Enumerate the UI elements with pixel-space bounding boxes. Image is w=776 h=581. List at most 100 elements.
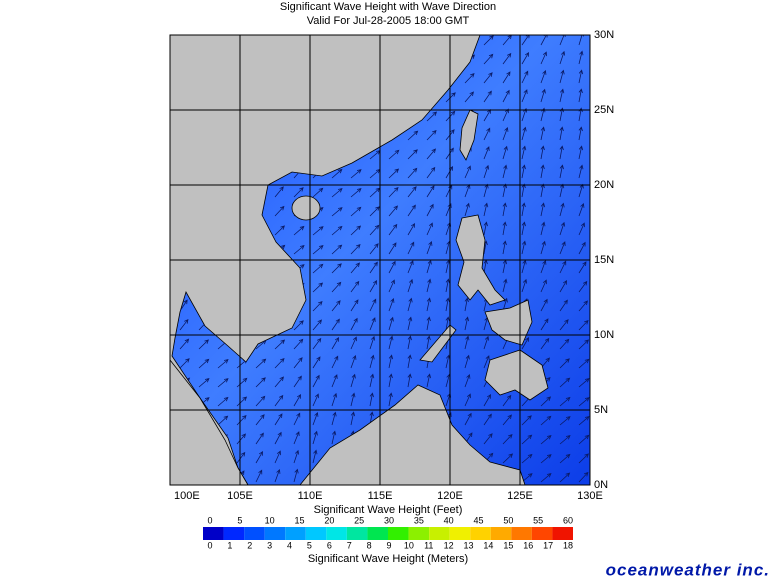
arrow [521,453,533,464]
arrow [369,298,377,312]
arrow [312,449,318,464]
arrow [331,281,342,293]
arrow [426,111,438,122]
meter-label: 15 [503,540,513,550]
lon-label: 105E [227,490,253,502]
feet-label: 45 [473,515,483,525]
arrow [483,202,489,217]
colorbar-cell [449,527,471,540]
arrow [559,358,570,369]
meter-label: 3 [267,540,272,550]
arrow [502,394,512,407]
arrow [559,416,571,426]
arrow [274,225,285,236]
arrow [426,185,435,198]
arrow [483,433,493,445]
arrow [388,186,399,198]
arrow [578,358,590,369]
lat-label: 30N [594,29,614,41]
arrow [293,320,304,331]
feet-label: 20 [324,515,334,525]
arrow [464,72,475,84]
arrow [578,126,583,141]
arrow [312,430,318,445]
arrow [464,297,469,312]
arrow [236,451,246,464]
arrow [521,35,530,46]
arrow [236,377,248,388]
arrow [274,357,285,369]
lon-label: 120E [437,490,463,502]
arrow [540,145,545,160]
arrow [540,259,547,274]
arrow [559,50,566,65]
arrow [331,263,342,274]
arrow [217,378,229,388]
arrow [350,188,362,198]
arrow [559,299,568,312]
arrow [388,354,394,369]
feet-label: 10 [265,515,275,525]
arrow [521,183,526,198]
arrow [198,358,210,369]
arrow [350,354,357,369]
arrow [426,297,432,312]
arrow [407,186,417,198]
arrow [559,126,564,141]
arrow [502,108,509,122]
arrow [559,319,569,331]
colorbar-cell [203,527,224,540]
colorbar [203,527,573,540]
arrow [578,453,589,464]
arrow [312,282,324,293]
lon-label: 130E [577,490,603,502]
feet-label: 25 [354,515,364,525]
meter-label: 17 [543,540,553,550]
lat-label: 20N [594,179,614,191]
arrow [578,300,588,312]
arrow [331,188,343,198]
arrow [407,149,418,160]
arrow [388,260,396,274]
arrow [559,280,567,293]
arrow [578,222,585,236]
arrow [274,431,282,445]
arrow [521,434,533,445]
arrow [274,450,281,464]
arrow [293,394,301,407]
arrow [236,396,248,407]
arrow [483,394,491,407]
arrow [540,183,545,198]
colorbar-cell [470,527,491,540]
arrow [540,454,552,464]
feet-label: 55 [533,515,543,525]
arrow [464,354,470,369]
arrow [540,88,546,103]
arrow [426,148,436,160]
arrow [521,70,529,84]
arrow [540,396,552,407]
arrow [369,280,377,293]
arrow [559,241,566,255]
arrow [388,279,395,293]
arrow [388,335,394,350]
arrow [426,203,434,217]
arrow [369,373,375,388]
arrow [521,202,526,217]
arrow [540,69,547,84]
arrow [388,168,400,179]
arrow [388,316,394,331]
arrow [483,413,492,426]
arrow [559,472,571,483]
arrow [350,225,362,236]
map-subtitle: Valid For Jul-28-2005 18:00 GMT [307,15,470,27]
arrow [578,164,584,179]
arrow [426,222,433,236]
arrow [331,337,339,350]
arrow [559,69,565,84]
meter-label: 11 [424,540,433,550]
lat-label: 15N [594,254,614,266]
arrow [388,297,395,312]
arrow [293,245,305,255]
arrow [369,392,374,407]
